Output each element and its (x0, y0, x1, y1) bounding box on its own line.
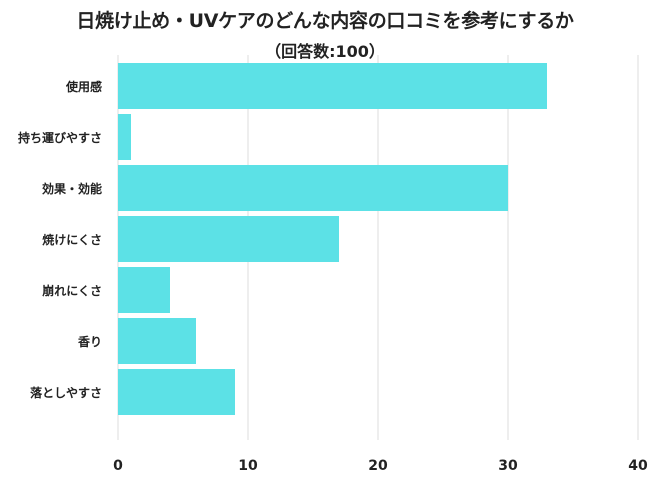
category-label: 使用感 (65, 79, 102, 94)
x-tick-label: 0 (113, 458, 123, 474)
x-tick-labels: 0 10 20 30 40 (113, 458, 648, 474)
bar (118, 165, 508, 211)
category-label: 落としやすさ (30, 385, 102, 400)
bars (118, 63, 547, 415)
bar (118, 114, 131, 160)
bar (118, 267, 170, 313)
x-tick-label: 20 (368, 458, 388, 474)
x-tick-label: 30 (498, 458, 518, 474)
bar (118, 318, 196, 364)
bar (118, 369, 235, 415)
bar (118, 216, 339, 262)
x-tick-label: 40 (628, 458, 648, 474)
category-label: 効果・効能 (42, 181, 102, 196)
bar (118, 63, 547, 109)
category-label: 崩れにくさ (42, 283, 102, 298)
chart-subtitle: （回答数:100） (265, 42, 385, 61)
category-label: 持ち運びやすさ (18, 130, 102, 145)
chart-title: 日焼け止め・UVケアのどんな内容の口コミを参考にするか (76, 10, 574, 32)
category-label: 香り (77, 334, 102, 349)
x-tick-label: 10 (238, 458, 258, 474)
category-label: 焼けにくさ (42, 232, 102, 247)
